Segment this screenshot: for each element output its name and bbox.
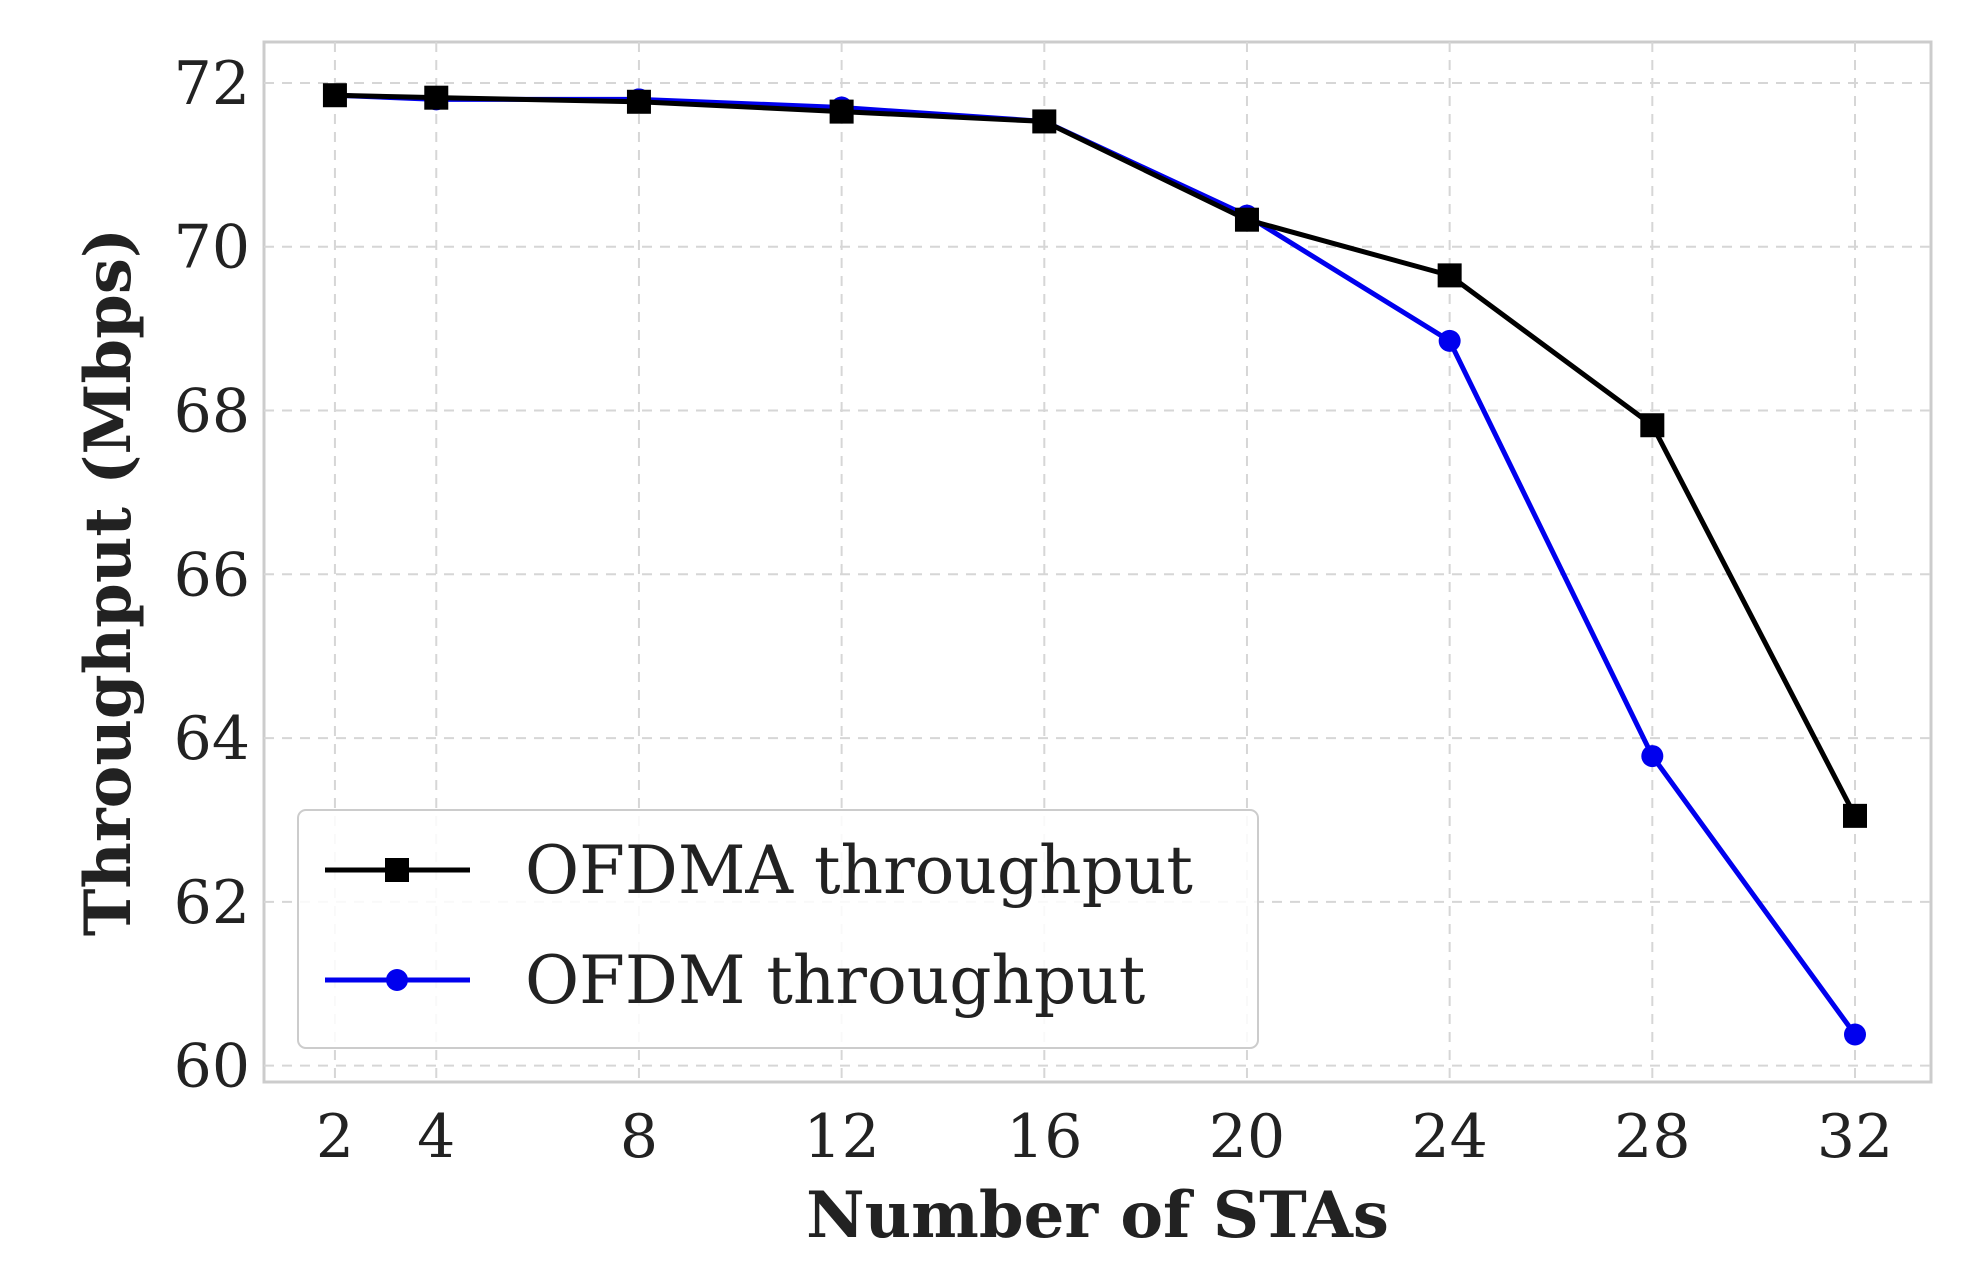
x-tick-label: 8 <box>620 1102 658 1172</box>
axis-ticks: 2 4 8 12 16 20 24 28 32 60 62 64 66 68 70 72 <box>174 49 1894 1172</box>
legend-entry: OFDM throughput <box>325 942 1145 1019</box>
legend-frame <box>297 809 1259 1049</box>
data-point-marker <box>1032 109 1057 134</box>
legend-entry: OFDMA throughput <box>325 832 1193 909</box>
y-tick-label: 60 <box>174 1032 250 1102</box>
x-axis-label: Number of STAs <box>806 1178 1389 1253</box>
y-tick-label: 70 <box>174 213 250 283</box>
data-point-marker <box>829 99 854 124</box>
y-tick-label: 68 <box>174 377 250 447</box>
data-point-marker <box>626 89 651 114</box>
legend-marker <box>385 858 409 882</box>
y-tick-label: 64 <box>174 704 250 774</box>
x-tick-label: 12 <box>803 1102 879 1172</box>
x-tick-label: 24 <box>1411 1102 1487 1172</box>
x-tick-label: 32 <box>1817 1102 1893 1172</box>
x-tick-label: 2 <box>316 1102 354 1172</box>
legend-label: OFDM throughput <box>525 942 1145 1019</box>
x-tick-label: 28 <box>1614 1102 1690 1172</box>
data-point-marker <box>1234 207 1259 232</box>
x-tick-label: 20 <box>1209 1102 1285 1172</box>
y-axis-label: Throughput (Mbps) <box>71 228 146 936</box>
y-tick-label: 62 <box>174 868 250 938</box>
legend: OFDMA throughput OFDM throughput <box>297 809 1259 1049</box>
data-point-marker <box>424 85 449 110</box>
series-ofdma <box>322 83 1867 828</box>
data-point-marker <box>1438 329 1461 352</box>
series-lines <box>322 83 1867 1046</box>
y-tick-label: 66 <box>174 540 250 610</box>
data-point-marker <box>1641 745 1664 768</box>
data-point-marker <box>1843 1023 1866 1046</box>
legend-label: OFDMA throughput <box>525 832 1193 909</box>
data-point-marker <box>1640 413 1665 438</box>
data-point-marker <box>1437 263 1462 288</box>
legend-marker <box>386 969 408 991</box>
data-point-marker <box>322 83 347 108</box>
data-point-marker <box>1842 803 1867 828</box>
x-tick-label: 4 <box>417 1102 455 1172</box>
y-tick-label: 72 <box>174 49 250 119</box>
x-tick-label: 16 <box>1006 1102 1082 1172</box>
